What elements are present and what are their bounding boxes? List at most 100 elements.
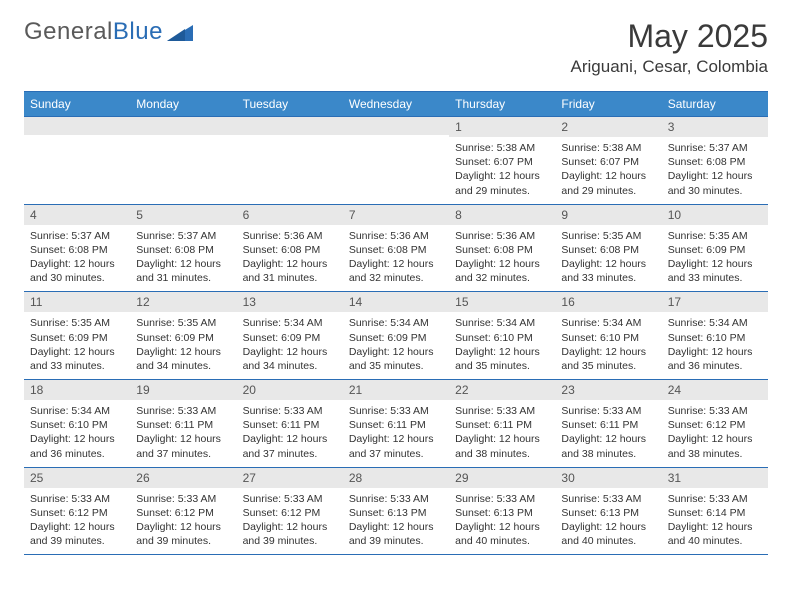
day-number: 16 <box>555 292 661 312</box>
sunrise-text: Sunrise: 5:34 AM <box>349 316 443 330</box>
sunrise-text: Sunrise: 5:34 AM <box>455 316 549 330</box>
sunset-text: Sunset: 6:13 PM <box>455 506 549 520</box>
day-cell: 5Sunrise: 5:37 AMSunset: 6:08 PMDaylight… <box>130 205 236 292</box>
logo: GeneralBlue <box>24 18 193 46</box>
day-cell: 18Sunrise: 5:34 AMSunset: 6:10 PMDayligh… <box>24 380 130 467</box>
day-cell: 11Sunrise: 5:35 AMSunset: 6:09 PMDayligh… <box>24 292 130 379</box>
day-number: 6 <box>237 205 343 225</box>
sunset-text: Sunset: 6:07 PM <box>455 155 549 169</box>
day-cell: 10Sunrise: 5:35 AMSunset: 6:09 PMDayligh… <box>662 205 768 292</box>
sunrise-text: Sunrise: 5:33 AM <box>243 492 337 506</box>
sunrise-text: Sunrise: 5:33 AM <box>349 492 443 506</box>
weekday-wednesday: Wednesday <box>343 92 449 116</box>
sunset-text: Sunset: 6:08 PM <box>30 243 124 257</box>
day-number: 9 <box>555 205 661 225</box>
day-details: Sunrise: 5:33 AMSunset: 6:12 PMDaylight:… <box>130 488 236 549</box>
sunset-text: Sunset: 6:12 PM <box>668 418 762 432</box>
daylight-text: Daylight: 12 hours and 34 minutes. <box>136 345 230 373</box>
day-cell <box>24 117 130 204</box>
sunset-text: Sunset: 6:10 PM <box>30 418 124 432</box>
sunrise-text: Sunrise: 5:37 AM <box>30 229 124 243</box>
sunset-text: Sunset: 6:12 PM <box>30 506 124 520</box>
day-number <box>130 117 236 135</box>
day-cell: 25Sunrise: 5:33 AMSunset: 6:12 PMDayligh… <box>24 468 130 555</box>
sunset-text: Sunset: 6:11 PM <box>349 418 443 432</box>
daylight-text: Daylight: 12 hours and 35 minutes. <box>349 345 443 373</box>
sunset-text: Sunset: 6:10 PM <box>668 331 762 345</box>
day-cell: 29Sunrise: 5:33 AMSunset: 6:13 PMDayligh… <box>449 468 555 555</box>
day-details: Sunrise: 5:36 AMSunset: 6:08 PMDaylight:… <box>237 225 343 286</box>
day-number: 12 <box>130 292 236 312</box>
sunrise-text: Sunrise: 5:33 AM <box>349 404 443 418</box>
day-details: Sunrise: 5:34 AMSunset: 6:10 PMDaylight:… <box>449 312 555 373</box>
sunset-text: Sunset: 6:09 PM <box>349 331 443 345</box>
sunset-text: Sunset: 6:09 PM <box>243 331 337 345</box>
sunrise-text: Sunrise: 5:33 AM <box>561 492 655 506</box>
day-number: 23 <box>555 380 661 400</box>
day-cell: 13Sunrise: 5:34 AMSunset: 6:09 PMDayligh… <box>237 292 343 379</box>
sunrise-text: Sunrise: 5:34 AM <box>668 316 762 330</box>
day-details: Sunrise: 5:33 AMSunset: 6:13 PMDaylight:… <box>555 488 661 549</box>
daylight-text: Daylight: 12 hours and 32 minutes. <box>455 257 549 285</box>
day-cell: 7Sunrise: 5:36 AMSunset: 6:08 PMDaylight… <box>343 205 449 292</box>
day-cell: 27Sunrise: 5:33 AMSunset: 6:12 PMDayligh… <box>237 468 343 555</box>
daylight-text: Daylight: 12 hours and 39 minutes. <box>349 520 443 548</box>
day-details: Sunrise: 5:36 AMSunset: 6:08 PMDaylight:… <box>449 225 555 286</box>
logo-part2: Blue <box>113 18 163 45</box>
sunrise-text: Sunrise: 5:33 AM <box>136 404 230 418</box>
weekday-friday: Friday <box>555 92 661 116</box>
logo-part1: General <box>24 18 113 45</box>
daylight-text: Daylight: 12 hours and 36 minutes. <box>30 432 124 460</box>
sunrise-text: Sunrise: 5:35 AM <box>561 229 655 243</box>
daylight-text: Daylight: 12 hours and 31 minutes. <box>243 257 337 285</box>
sunset-text: Sunset: 6:13 PM <box>349 506 443 520</box>
sunrise-text: Sunrise: 5:35 AM <box>30 316 124 330</box>
day-details: Sunrise: 5:36 AMSunset: 6:08 PMDaylight:… <box>343 225 449 286</box>
sunrise-text: Sunrise: 5:38 AM <box>455 141 549 155</box>
day-number: 26 <box>130 468 236 488</box>
sunrise-text: Sunrise: 5:33 AM <box>668 404 762 418</box>
day-details: Sunrise: 5:33 AMSunset: 6:12 PMDaylight:… <box>237 488 343 549</box>
day-details: Sunrise: 5:33 AMSunset: 6:14 PMDaylight:… <box>662 488 768 549</box>
daylight-text: Daylight: 12 hours and 35 minutes. <box>455 345 549 373</box>
daylight-text: Daylight: 12 hours and 38 minutes. <box>668 432 762 460</box>
sunrise-text: Sunrise: 5:38 AM <box>561 141 655 155</box>
day-cell <box>237 117 343 204</box>
daylight-text: Daylight: 12 hours and 34 minutes. <box>243 345 337 373</box>
day-details: Sunrise: 5:34 AMSunset: 6:10 PMDaylight:… <box>662 312 768 373</box>
day-cell: 26Sunrise: 5:33 AMSunset: 6:12 PMDayligh… <box>130 468 236 555</box>
day-cell: 23Sunrise: 5:33 AMSunset: 6:11 PMDayligh… <box>555 380 661 467</box>
day-number: 7 <box>343 205 449 225</box>
day-cell: 1Sunrise: 5:38 AMSunset: 6:07 PMDaylight… <box>449 117 555 204</box>
weekday-sunday: Sunday <box>24 92 130 116</box>
daylight-text: Daylight: 12 hours and 37 minutes. <box>349 432 443 460</box>
sunset-text: Sunset: 6:12 PM <box>136 506 230 520</box>
sunset-text: Sunset: 6:11 PM <box>561 418 655 432</box>
logo-triangle-icon <box>167 23 193 41</box>
day-details: Sunrise: 5:33 AMSunset: 6:11 PMDaylight:… <box>555 400 661 461</box>
daylight-text: Daylight: 12 hours and 37 minutes. <box>243 432 337 460</box>
daylight-text: Daylight: 12 hours and 38 minutes. <box>455 432 549 460</box>
daylight-text: Daylight: 12 hours and 40 minutes. <box>455 520 549 548</box>
sunset-text: Sunset: 6:10 PM <box>561 331 655 345</box>
daylight-text: Daylight: 12 hours and 40 minutes. <box>668 520 762 548</box>
day-cell: 4Sunrise: 5:37 AMSunset: 6:08 PMDaylight… <box>24 205 130 292</box>
day-details: Sunrise: 5:34 AMSunset: 6:10 PMDaylight:… <box>24 400 130 461</box>
sunset-text: Sunset: 6:09 PM <box>136 331 230 345</box>
day-number: 13 <box>237 292 343 312</box>
sunrise-text: Sunrise: 5:33 AM <box>30 492 124 506</box>
calendar: SundayMondayTuesdayWednesdayThursdayFrid… <box>24 91 768 555</box>
daylight-text: Daylight: 12 hours and 39 minutes. <box>30 520 124 548</box>
day-cell: 3Sunrise: 5:37 AMSunset: 6:08 PMDaylight… <box>662 117 768 204</box>
sunrise-text: Sunrise: 5:37 AM <box>668 141 762 155</box>
sunset-text: Sunset: 6:08 PM <box>243 243 337 257</box>
day-details: Sunrise: 5:34 AMSunset: 6:09 PMDaylight:… <box>343 312 449 373</box>
day-number: 27 <box>237 468 343 488</box>
daylight-text: Daylight: 12 hours and 36 minutes. <box>668 345 762 373</box>
day-number: 30 <box>555 468 661 488</box>
day-cell: 21Sunrise: 5:33 AMSunset: 6:11 PMDayligh… <box>343 380 449 467</box>
day-cell: 31Sunrise: 5:33 AMSunset: 6:14 PMDayligh… <box>662 468 768 555</box>
day-details: Sunrise: 5:35 AMSunset: 6:09 PMDaylight:… <box>130 312 236 373</box>
day-cell: 19Sunrise: 5:33 AMSunset: 6:11 PMDayligh… <box>130 380 236 467</box>
sunrise-text: Sunrise: 5:33 AM <box>243 404 337 418</box>
